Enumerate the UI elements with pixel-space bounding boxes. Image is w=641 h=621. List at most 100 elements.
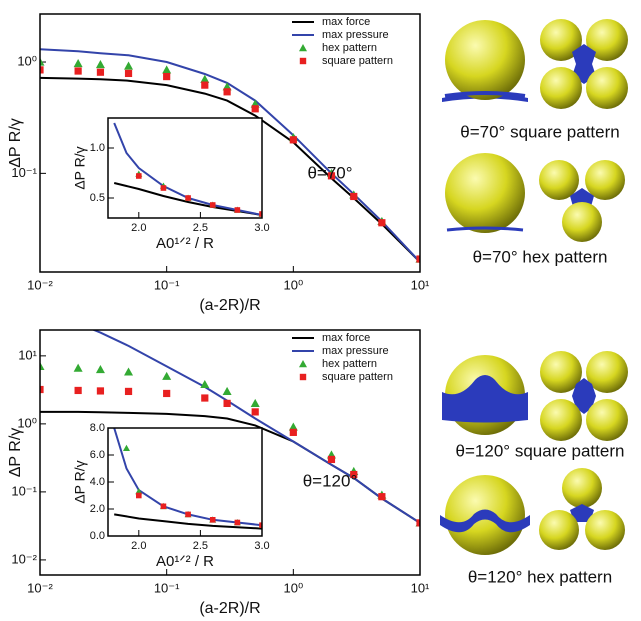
- y-tick-label: 0.0: [90, 530, 105, 542]
- square-marker: [40, 385, 44, 394]
- square-marker: [209, 202, 216, 208]
- y-tick-label: 1.0: [90, 142, 105, 154]
- square-marker: [378, 219, 386, 227]
- square-marker: [251, 105, 259, 113]
- y-axis-label: ΔP R/γ: [7, 428, 24, 478]
- series-line: [113, 428, 262, 527]
- legend-label: max pressure: [322, 345, 389, 357]
- triangle-marker: [40, 361, 45, 370]
- square-marker: [327, 455, 336, 464]
- triangle-marker: [73, 363, 83, 372]
- x-axis-label: A0¹ᐟ² / R: [156, 235, 214, 252]
- square-marker: [163, 72, 171, 81]
- square-marker: [223, 88, 231, 96]
- caption: θ=70° hex pattern: [473, 247, 608, 266]
- y-tick-label: 10¹: [18, 347, 37, 362]
- series-line: [114, 513, 262, 530]
- triangle-marker: [124, 61, 134, 70]
- x-tick-label: 3.0: [254, 540, 269, 552]
- square-marker: [299, 373, 307, 381]
- x-tick-label: 10⁰: [283, 580, 303, 595]
- triangle-marker: [299, 360, 307, 368]
- caption: θ=120° hex pattern: [468, 567, 612, 586]
- axes-frame: [39, 329, 421, 576]
- series-line: [113, 122, 262, 216]
- triangle-marker: [135, 487, 143, 495]
- x-tick-label: 10⁰: [283, 277, 303, 292]
- illustration-3: θ=120° square pattern: [442, 351, 628, 460]
- square-marker: [136, 492, 142, 499]
- x-axis-label: A0¹ᐟ² / R: [156, 553, 214, 570]
- x-axis-label: (a-2R)/R: [199, 600, 260, 617]
- square-marker: [327, 172, 336, 180]
- square-marker: [160, 185, 167, 191]
- y-axis-label: ΔP R/γ: [72, 460, 88, 503]
- y-tick-label: 4.0: [90, 476, 105, 488]
- legend-label: hex pattern: [322, 358, 377, 370]
- series-group: [113, 428, 262, 530]
- caption: θ=70° square pattern: [460, 122, 619, 141]
- x-tick-label: 10¹: [411, 580, 430, 595]
- square-marker: [201, 81, 209, 89]
- series-group: [113, 122, 262, 217]
- annotation: θ=120°: [303, 471, 358, 490]
- square-marker: [259, 522, 262, 528]
- x-tick-label: 10⁻²: [27, 580, 53, 595]
- y-tick-label: 0.5: [90, 192, 105, 204]
- legend-label: max force: [322, 332, 370, 344]
- axes-frame: [39, 13, 421, 273]
- triangle-marker: [124, 367, 134, 376]
- illustration-4: θ=120° hex pattern: [440, 468, 625, 586]
- x-tick-label: 10⁻²: [27, 277, 53, 292]
- y-tick-label: 6.0: [90, 449, 105, 461]
- annotation: θ=70°: [307, 163, 352, 182]
- axes-frame: [107, 427, 263, 537]
- y-axis-label: ΔP R/γ: [7, 118, 24, 168]
- square-marker: [299, 57, 307, 65]
- square-marker: [209, 517, 216, 523]
- y-tick-label: 10⁻¹: [11, 165, 37, 180]
- square-marker: [289, 428, 297, 436]
- chart: 2.0 2.5 3.0 0.0 2.0 4.0 6.0 8.0 A0¹ᐟ² / R ΔP R/γ: [72, 422, 270, 570]
- axes-frame: [107, 117, 263, 219]
- triangle-marker: [162, 65, 172, 74]
- x-tick-label: 2.5: [193, 222, 208, 234]
- square-marker: [234, 207, 241, 213]
- square-marker: [74, 386, 82, 395]
- square-marker: [124, 69, 133, 78]
- square-marker: [74, 67, 82, 75]
- square-marker: [234, 519, 241, 526]
- square-marker: [201, 394, 209, 402]
- square-marker: [96, 68, 105, 76]
- legend-label: square pattern: [322, 55, 393, 67]
- square-marker: [416, 519, 420, 527]
- square-marker: [350, 192, 358, 201]
- y-tick-label: 2.0: [90, 503, 105, 515]
- x-tick-label: 10⁻¹: [154, 580, 180, 595]
- square-marker: [185, 195, 191, 201]
- x-tick-label: 3.0: [254, 222, 269, 234]
- square-marker: [163, 389, 171, 398]
- triangle-marker: [162, 371, 172, 380]
- x-tick-label: 2.5: [193, 540, 208, 552]
- plot-area: [108, 118, 262, 218]
- square-marker: [416, 255, 420, 263]
- triangle-marker: [40, 57, 45, 66]
- series-group: [40, 330, 420, 527]
- y-tick-label: 10⁰: [17, 415, 37, 430]
- x-tick-label: 10⁻¹: [154, 277, 180, 292]
- x-tick-label: 2.0: [131, 222, 146, 234]
- square-marker: [40, 66, 44, 74]
- triangle-marker: [200, 379, 210, 389]
- triangle-marker: [250, 398, 260, 408]
- triangle-marker: [299, 44, 307, 52]
- square-marker: [350, 470, 358, 479]
- chart: 2.0 2.5 3.0 0.5 1.0 A0¹ᐟ² / R ΔP R/γ: [72, 117, 270, 252]
- square-marker: [251, 408, 259, 416]
- y-tick-label: 10⁰: [17, 53, 37, 68]
- series-line: [113, 182, 262, 216]
- square-marker: [160, 503, 167, 510]
- series-group: [40, 48, 420, 263]
- triangle-marker: [288, 422, 298, 431]
